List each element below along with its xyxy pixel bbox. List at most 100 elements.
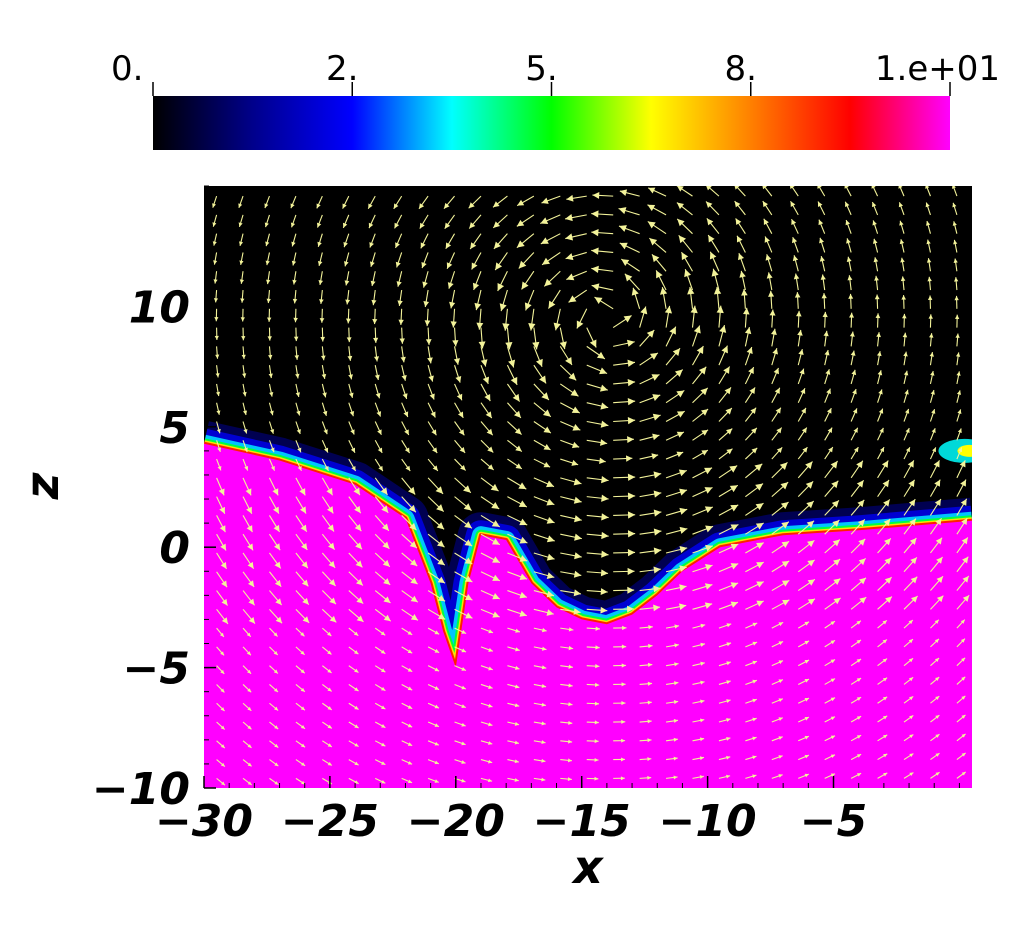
- velocity-arrow: [347, 346, 353, 361]
- velocity-arrow: [394, 214, 403, 229]
- velocity-arrow: [850, 350, 856, 366]
- velocity-arrow: [930, 695, 940, 704]
- velocity-arrow: [692, 429, 709, 441]
- velocity-arrow: [797, 368, 805, 385]
- velocity-arrow: [718, 755, 731, 761]
- velocity-arrow: [516, 214, 535, 227]
- velocity-arrow: [898, 186, 905, 197]
- velocity-arrow: [819, 237, 826, 253]
- velocity-arrow: [665, 507, 688, 516]
- velocity-arrow: [268, 440, 275, 453]
- velocity-arrow: [713, 286, 722, 309]
- y-axis-label: z: [15, 472, 69, 500]
- velocity-arrow: [454, 552, 473, 565]
- velocity-arrow: [216, 590, 228, 606]
- velocity-arrow: [348, 383, 354, 398]
- velocity-arrow: [639, 757, 652, 761]
- velocity-arrow: [507, 402, 522, 419]
- velocity-arrow: [692, 737, 705, 742]
- velocity-arrow: [850, 734, 862, 742]
- velocity-arrow: [269, 740, 279, 748]
- velocity-arrow: [718, 524, 739, 535]
- velocity-arrow: [620, 258, 640, 272]
- velocity-arrow: [797, 349, 804, 366]
- velocity-arrow: [560, 420, 581, 431]
- velocity-arrow: [507, 683, 520, 689]
- velocity-arrow: [771, 755, 783, 761]
- velocity-arrow: [541, 195, 561, 204]
- velocity-arrow: [586, 682, 600, 687]
- velocity-arrow: [374, 383, 381, 399]
- velocity-arrow: [956, 733, 966, 742]
- velocity-arrow: [824, 446, 834, 460]
- velocity-arrow: [612, 315, 632, 329]
- velocity-arrow: [824, 369, 831, 385]
- velocity-arrow: [692, 775, 704, 779]
- velocity-arrow: [474, 289, 482, 311]
- velocity-arrow: [824, 519, 840, 535]
- velocity-arrow: [639, 453, 659, 460]
- velocity-arrow: [267, 308, 272, 322]
- velocity-arrow: [850, 369, 857, 385]
- velocity-arrow: [480, 439, 494, 453]
- velocity-arrow: [718, 736, 731, 742]
- velocity-arrow: [850, 696, 862, 704]
- velocity-arrow: [560, 589, 582, 597]
- velocity-arrow: [216, 608, 229, 625]
- velocity-arrow: [401, 439, 411, 454]
- velocity-arrow: [665, 643, 679, 648]
- velocity-arrow: [450, 308, 457, 328]
- velocity-arrow: [533, 514, 555, 524]
- velocity-arrow: [541, 252, 561, 266]
- velocity-arrow: [586, 402, 609, 410]
- velocity-arrow: [401, 402, 409, 418]
- velocity-arrow: [454, 439, 466, 454]
- velocity-arrow: [591, 283, 614, 291]
- velocity-arrow: [507, 646, 520, 652]
- velocity-arrow: [242, 496, 253, 514]
- velocity-arrow: [899, 239, 905, 253]
- velocity-arrow: [771, 407, 782, 422]
- colorbar-tick-label: 5.: [525, 49, 557, 89]
- velocity-arrow: [493, 233, 508, 250]
- velocity-arrow: [454, 421, 465, 436]
- velocity-arrow: [872, 238, 879, 253]
- velocity-arrow: [454, 608, 473, 619]
- velocity-arrow: [454, 665, 467, 671]
- velocity-arrow: [771, 387, 781, 403]
- velocity-arrow: [847, 275, 853, 291]
- velocity-arrow: [348, 552, 363, 568]
- velocity-arrow: [427, 402, 436, 418]
- velocity-arrow: [242, 365, 247, 378]
- velocity-arrow: [771, 660, 784, 667]
- velocity-arrow: [744, 427, 758, 441]
- velocity-arrow: [929, 408, 936, 422]
- velocity-arrow: [348, 665, 359, 673]
- velocity-arrow: [401, 571, 418, 585]
- velocity-arrow: [212, 233, 218, 246]
- velocity-arrow: [295, 421, 301, 435]
- edge-pocket: [938, 438, 972, 463]
- velocity-arrow: [239, 252, 244, 265]
- velocity-arrow: [565, 214, 587, 222]
- velocity-arrow: [507, 740, 520, 745]
- velocity-arrow: [824, 597, 841, 610]
- velocity-arrow: [533, 627, 547, 633]
- velocity-arrow: [492, 214, 508, 229]
- velocity-arrow: [591, 247, 614, 255]
- velocity-arrow: [903, 498, 916, 516]
- velocity-arrow: [427, 439, 438, 454]
- velocity-arrow: [692, 486, 713, 498]
- velocity-arrow: [427, 383, 435, 400]
- velocity-arrow: [745, 736, 757, 742]
- velocity-arrow: [560, 552, 582, 560]
- velocity-arrow: [322, 665, 332, 674]
- velocity-arrow: [454, 458, 467, 471]
- velocity-arrow: [468, 214, 482, 229]
- velocity-arrow: [348, 777, 359, 785]
- velocity-arrow: [454, 740, 466, 746]
- velocity-arrow: [903, 734, 914, 742]
- velocity-arrow: [548, 289, 561, 309]
- velocity-arrow: [427, 533, 445, 548]
- velocity-arrow: [930, 733, 940, 742]
